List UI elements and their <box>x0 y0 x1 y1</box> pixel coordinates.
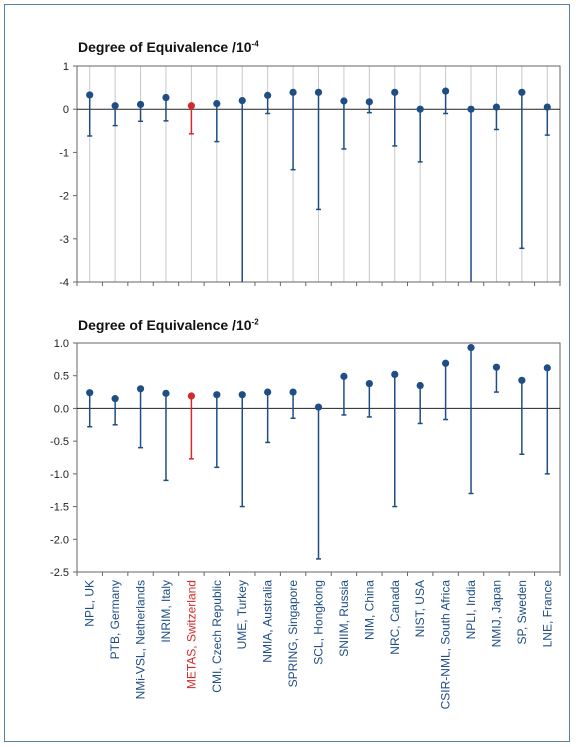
data-point <box>264 388 272 396</box>
y-tick-label: 1 <box>63 61 69 73</box>
data-point <box>86 91 94 99</box>
data-point <box>213 99 221 108</box>
data-point <box>543 364 551 372</box>
y-tick-label: -0.5 <box>50 436 69 448</box>
data-point <box>289 388 297 396</box>
y-tick-label: -2 <box>59 191 69 203</box>
data-point <box>187 392 195 400</box>
data-point <box>213 391 221 399</box>
y-tick-label: 0.0 <box>54 403 69 415</box>
category-label: NIST, USA <box>413 580 427 637</box>
y-tick-label: -3 <box>59 234 69 246</box>
data-point <box>187 102 195 110</box>
category-label: CSIR-NML, South Africa <box>439 580 453 710</box>
data-point <box>162 389 170 397</box>
category-label: NMIJ, Japan <box>489 580 503 647</box>
category-label: INRIM, Italy <box>159 580 173 643</box>
y-tick-label: -4 <box>59 277 69 289</box>
y-tick-label: -1.0 <box>50 469 69 481</box>
chart-1: 1 0 -1 -2 -3 -4 <box>59 61 561 289</box>
category-label: METAS, Switzerland <box>184 580 198 689</box>
category-label: SCL, Hongkong <box>312 580 326 665</box>
data-point <box>467 343 475 352</box>
data-point <box>416 105 424 113</box>
figure-frame <box>4 4 570 742</box>
plot-frame <box>76 65 561 283</box>
plot-frame <box>76 342 561 573</box>
data-point <box>391 370 399 379</box>
y-tick-label: -2.5 <box>50 567 69 579</box>
y-tick-label: 0 <box>63 104 69 116</box>
data-point <box>365 379 373 388</box>
category-label: NMIA, Australia <box>261 580 275 663</box>
data-point <box>289 88 297 96</box>
data-point <box>136 100 145 109</box>
category-label: CMI, Czech Republic <box>210 580 224 693</box>
y-tick-label: -1.5 <box>50 502 69 514</box>
category-label: SPRING, Singapore <box>286 580 300 688</box>
category-label: NPLI, India <box>464 580 478 640</box>
data-point <box>416 381 424 390</box>
data-point <box>111 395 119 403</box>
category-label: UME, Turkey <box>235 580 249 649</box>
category-axis-labels: NPL, UK PTB, Germany NMi-VSL, Netherlands I… <box>83 580 555 710</box>
category-label: PTB, Germany <box>108 580 122 659</box>
chart-2-title: Degree of Equivalence /10-2 <box>78 317 259 333</box>
data-point <box>264 91 272 99</box>
data-point <box>162 93 170 102</box>
category-label: SP, Sweden <box>515 580 529 645</box>
data-point <box>238 391 246 399</box>
data-point <box>492 103 501 111</box>
data-point <box>314 403 323 411</box>
data-point <box>391 88 399 96</box>
data-point <box>543 103 551 111</box>
category-label: LNE, France <box>540 580 554 648</box>
data-point <box>340 97 348 105</box>
category-label: SNIIM, Russia <box>337 580 351 657</box>
data-point <box>518 88 526 96</box>
data-point <box>340 372 348 380</box>
data-point <box>492 363 501 371</box>
data-point <box>136 385 145 393</box>
y-tick-label: -1 <box>59 147 69 159</box>
category-label: NIM, China <box>362 580 376 640</box>
data-point <box>111 102 119 110</box>
category-label: NPL, UK <box>83 580 97 627</box>
category-label: NRC, Canada <box>388 580 402 655</box>
data-point <box>86 389 94 397</box>
data-point <box>467 105 475 113</box>
y-tick-label: 0.5 <box>54 371 69 383</box>
data-point <box>442 359 450 367</box>
y-tick-label: -2.0 <box>50 534 69 546</box>
data-point <box>442 87 450 95</box>
data-point <box>518 376 526 384</box>
y-tick-label: 1.0 <box>54 338 69 350</box>
category-label: NMi-VSL, Netherlands <box>134 580 148 699</box>
chart-1-title: Degree of Equivalence /10-4 <box>78 39 259 55</box>
data-point <box>365 98 373 106</box>
data-point <box>238 96 246 105</box>
data-point <box>314 88 323 96</box>
chart-2: 1.0 0.5 0.0 -0.5 -1.0 -1.5 -2.0 -2.5 <box>50 338 561 579</box>
